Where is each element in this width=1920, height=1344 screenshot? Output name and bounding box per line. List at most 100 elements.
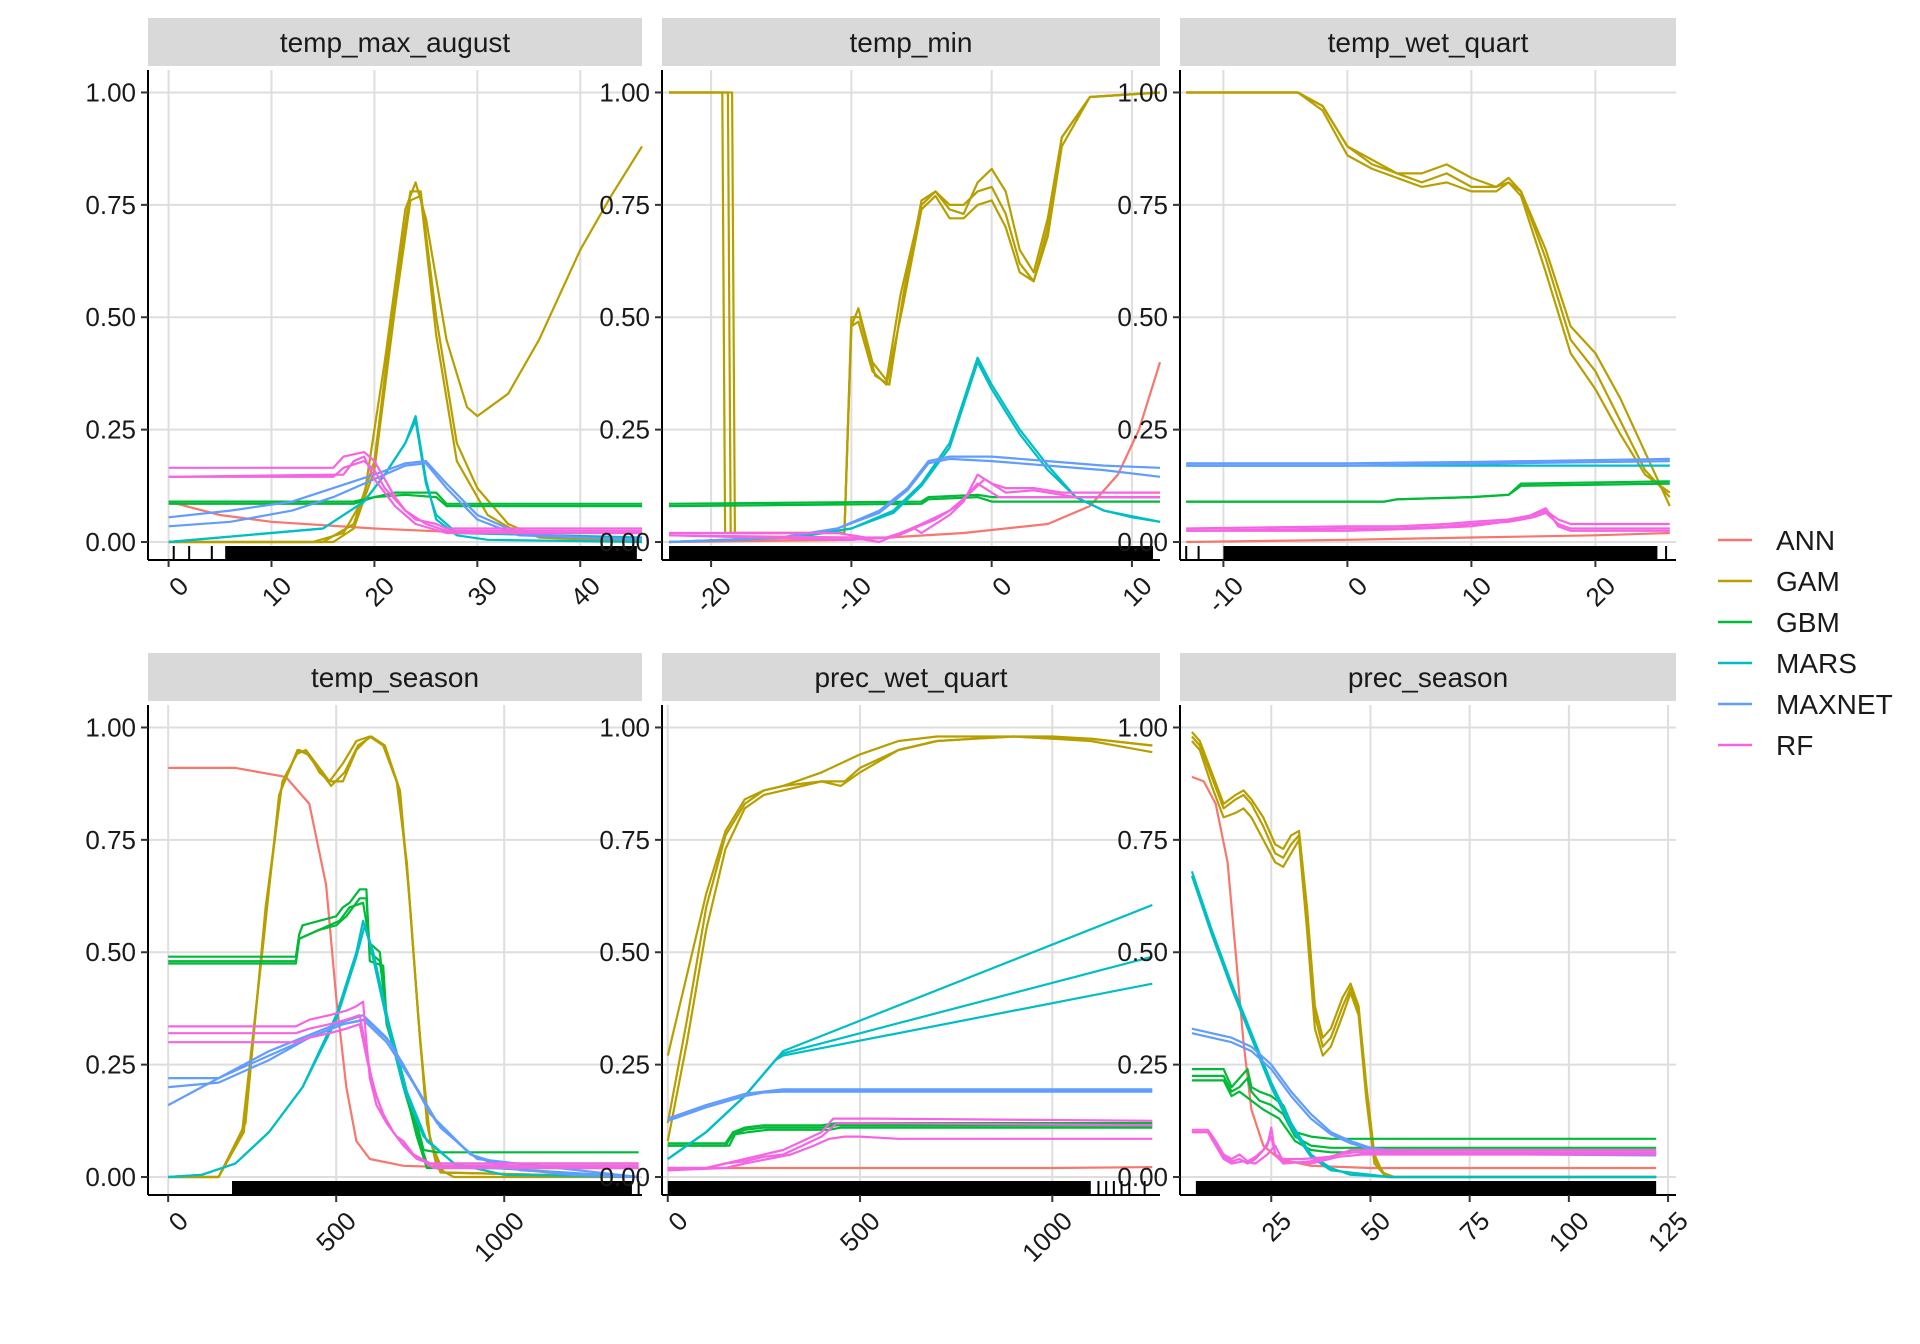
y-tick-label: 0.00 — [85, 527, 136, 557]
series-line-maxnet — [168, 462, 643, 541]
series-line-rf — [667, 1122, 1153, 1170]
series-line-ann — [667, 1166, 1153, 1172]
facet-title: temp_season — [311, 662, 479, 693]
series-line-maxnet — [667, 1090, 1153, 1122]
series-line-gbm — [1191, 1074, 1657, 1149]
series-line-gam — [168, 194, 643, 544]
y-tick-label: 0.75 — [599, 825, 650, 855]
series-line-rf — [168, 451, 642, 530]
x-tick-label: 20 — [359, 571, 401, 613]
series-line-gbm — [667, 1122, 1153, 1145]
y-tick-label: 0.25 — [599, 415, 650, 445]
y-tick-label: 0.00 — [599, 527, 650, 557]
series-line-gam — [1186, 91, 1671, 507]
y-tick-label: 0.25 — [599, 1050, 650, 1080]
facet-strip — [148, 18, 642, 66]
y-tick-label: 0.25 — [85, 1050, 136, 1080]
y-tick-label: 0.75 — [1117, 190, 1168, 220]
series-line-gam — [666, 735, 1153, 1142]
facet-title: prec_season — [1348, 662, 1508, 693]
facet-strip — [662, 18, 1160, 66]
y-tick-label: 0.50 — [85, 302, 136, 332]
series-line-ann — [168, 766, 639, 1170]
panel-temp_season: temp_season 0.00 0.25 0.50 0.75 1.00 0 500 1000 — [85, 653, 642, 1268]
y-tick-label: 0.00 — [85, 1162, 136, 1192]
series-line-mars — [667, 982, 1153, 1160]
rug-marks — [232, 1181, 632, 1195]
series-line-gam — [666, 735, 1153, 1056]
rug-marks — [669, 546, 1153, 560]
series-line-gam — [669, 91, 1161, 535]
x-tick-label: 40 — [564, 571, 606, 613]
y-tick-label: 0.00 — [1117, 527, 1168, 557]
y-tick-label: 1.00 — [85, 712, 136, 742]
y-tick-label: 0.75 — [85, 825, 136, 855]
x-tick-label: -10 — [829, 571, 877, 619]
x-tick-label: 20 — [1580, 571, 1622, 613]
panel-prec_season: prec_season 0.00 0.25 0.50 0.75 1.00 25 50 75 100… — [1117, 653, 1694, 1258]
rug-marks — [1195, 1181, 1657, 1195]
series-line-mars — [1190, 870, 1657, 1179]
x-tick-label: 75 — [1454, 1206, 1496, 1248]
x-tick-label: -10 — [1201, 571, 1249, 619]
series-line-gbm — [168, 491, 642, 505]
y-tick-label: 1.00 — [1117, 77, 1168, 107]
y-tick-label: 0.50 — [599, 937, 650, 967]
x-tick-label: 0 — [662, 1206, 693, 1237]
rug-marks — [225, 546, 637, 560]
y-tick-label: 0.25 — [1117, 415, 1168, 445]
series-line-ann — [1186, 531, 1670, 544]
series-line-mars — [168, 924, 639, 1179]
series-line-gbm — [168, 901, 639, 1170]
legend-label: MARS — [1776, 648, 1857, 679]
series-line-gam — [1186, 91, 1671, 498]
x-tick-label: 0 — [986, 571, 1017, 602]
y-tick-label: 0.50 — [599, 302, 650, 332]
series-line-mars — [168, 419, 643, 544]
y-tick-label: 0.25 — [1117, 1050, 1168, 1080]
facet-strip — [1180, 653, 1676, 701]
series-line-gam — [168, 190, 643, 544]
series-line-gbm — [668, 496, 1160, 508]
x-tick-label: 25 — [1255, 1206, 1297, 1248]
series-line-rf — [1191, 1126, 1657, 1165]
series-line-rf — [668, 482, 1160, 541]
series-line-gam — [1191, 731, 1657, 1179]
y-tick-label: 1.00 — [599, 712, 650, 742]
series-line-mars — [668, 361, 1161, 544]
x-tick-label: 10 — [1116, 571, 1158, 613]
series-line-maxnet — [168, 1018, 639, 1179]
series-line-maxnet — [1191, 1027, 1657, 1156]
facet-strip — [148, 653, 642, 701]
x-tick-label: 10 — [1456, 571, 1498, 613]
y-tick-label: 1.00 — [1117, 712, 1168, 742]
series-line-gbm — [1191, 1079, 1657, 1154]
rug-marks — [1223, 546, 1658, 560]
series-line-maxnet — [667, 1088, 1153, 1120]
x-tick-label: 500 — [834, 1206, 886, 1258]
series-line-mars — [168, 415, 643, 544]
y-tick-label: 0.75 — [85, 190, 136, 220]
x-tick-label: 125 — [1642, 1206, 1694, 1258]
y-tick-label: 0.00 — [1117, 1162, 1168, 1192]
panel-temp_max_august: temp_max_august 0.00 0.25 0.50 0.75 1.00 0 10 20… — [85, 18, 643, 613]
panel-temp_wet_quart: temp_wet_quart 0.00 0.25 0.50 0.75 1.00 -10 0 10… — [1117, 18, 1676, 618]
legend-label: MAXNET — [1776, 689, 1893, 720]
y-tick-label: 0.25 — [85, 415, 136, 445]
series-line-ann — [1191, 775, 1657, 1170]
series-line-gam — [666, 735, 1153, 1124]
series-line-rf — [1191, 1128, 1657, 1163]
series-line-gam — [669, 91, 1161, 535]
x-tick-label: 30 — [461, 571, 503, 613]
series-line-gbm — [168, 888, 639, 1154]
legend: ANN GAM GBM MARS MAXNET RF — [1718, 525, 1893, 761]
series-line-gbm — [168, 897, 639, 1165]
panel-temp_min: temp_min 0.00 0.25 0.50 0.75 1.00 -20 -10 0 10 — [599, 18, 1162, 619]
series-line-rf — [168, 460, 642, 532]
series-line-gbm — [1186, 482, 1670, 503]
series-line-rf — [1186, 507, 1670, 532]
series-line-rf — [168, 455, 642, 535]
x-tick-label: 0 — [163, 571, 194, 602]
series-line-rf — [1186, 509, 1670, 530]
